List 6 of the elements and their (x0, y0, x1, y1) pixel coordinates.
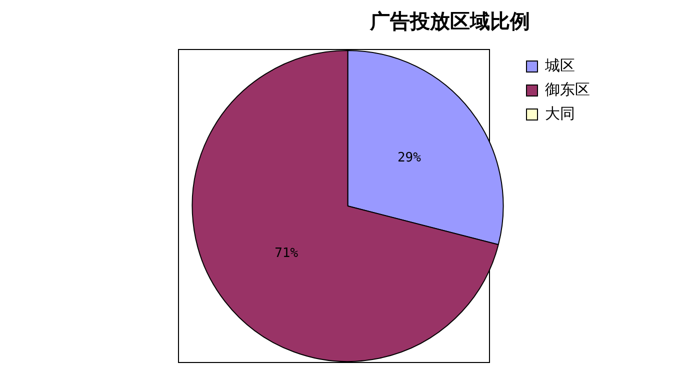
legend-label: 城区 (544, 56, 575, 74)
data-label: 29% (397, 150, 422, 166)
data-label: 71% (274, 246, 298, 262)
legend-label: 御东区 (545, 80, 590, 98)
legend-label: 大同 (545, 104, 575, 122)
chart-title: 广告投放区域比例 (368, 8, 531, 35)
